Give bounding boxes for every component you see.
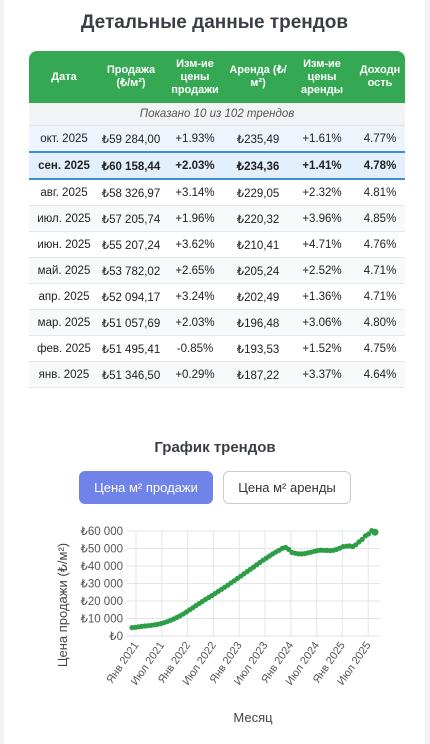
cell-sale-change: +0.29% (163, 361, 227, 388)
cell-date: сен. 2025 (29, 151, 99, 180)
cell-rent: ₺235,49 (227, 125, 289, 153)
cell-rent: ₺193,53 (227, 335, 289, 362)
trends-card: Детальные данные трендов Дата Продажа (₺… (4, 0, 425, 744)
header-rent-change[interactable]: Изм-ие цены аренды (289, 51, 355, 103)
page-title: Детальные данные трендов (80, 12, 349, 33)
cell-rent: ₺229,05 (227, 179, 289, 206)
header-rent[interactable]: Аренда (₺/м²) (227, 51, 289, 103)
cell-yield: 4.81% (355, 179, 405, 206)
header-sale[interactable]: Продажа (₺/м²) (99, 51, 163, 103)
table-row[interactable]: мар. 2025 ₺51 057,69 +2.03% ₺196,48 +3.06% 4.… (29, 309, 405, 336)
cell-date: окт. 2025 (29, 125, 99, 153)
y-tick-label: ₺60 000 (81, 526, 124, 538)
x-axis-label: Месяц (233, 710, 273, 725)
cell-yield: 4.85% (355, 205, 405, 232)
chart-title: График трендов (154, 439, 276, 456)
data-point[interactable] (371, 528, 379, 536)
trend-chart: ₺0 ₺10 000 ₺20 000 ₺30 000 ₺40 000 ₺50 000 ₺60… (55, 526, 380, 725)
y-tick-label: ₺0 (109, 631, 123, 643)
cell-sale-change: +1.96% (163, 205, 227, 232)
cell-sale: ₺53 782,02 (99, 257, 163, 284)
cell-sale: ₺60 158,44 (99, 151, 163, 180)
cell-date: янв. 2025 (29, 361, 99, 388)
cell-sale-change: +2.03% (163, 151, 227, 180)
cell-sale: ₺55 207,24 (99, 231, 163, 258)
cell-sale: ₺57 205,74 (99, 205, 163, 232)
cell-sale: ₺51 057,69 (99, 309, 163, 336)
cell-date: авг. 2025 (29, 179, 99, 206)
table-row[interactable]: окт. 2025 ₺59 284,00 +1.93% ₺235,49 +1.61% 4.… (29, 125, 405, 153)
cell-yield: 4.77% (355, 125, 405, 153)
cell-sale-change: +2.03% (163, 309, 227, 336)
cell-date: май. 2025 (29, 257, 99, 284)
cell-rent-change: +2.52% (289, 257, 355, 284)
cell-sale: ₺52 094,17 (99, 283, 163, 310)
cell-yield: 4.71% (355, 283, 405, 310)
cell-sale-change: +3.14% (163, 179, 227, 206)
trends-table: Дата Продажа (₺/м²) Изм-ие цены продажи … (29, 51, 405, 388)
cell-sale: ₺58 326,97 (99, 179, 163, 206)
rent-price-button[interactable]: Цена м² аренды (223, 471, 351, 504)
table-row[interactable]: май. 2025 ₺53 782,02 +2.65% ₺205,24 +2.52% 4.… (29, 257, 405, 284)
table-header-row: Дата Продажа (₺/м²) Изм-ие цены продажи … (29, 51, 405, 103)
cell-rent-change: +1.41% (289, 151, 355, 180)
cell-yield: 4.64% (355, 361, 405, 388)
table-row[interactable]: апр. 2025 ₺52 094,17 +3.24% ₺202,49 +1.36% 4.… (29, 283, 405, 310)
cell-sale-change: +2.65% (163, 257, 227, 284)
cell-rent-change: +1.36% (289, 283, 355, 310)
table-info-text: Показано 10 из 102 трендов (29, 103, 405, 126)
cell-rent: ₺205,24 (227, 257, 289, 284)
sale-price-button[interactable]: Цена м² продажи (79, 471, 213, 504)
y-tick-label: ₺10 000 (81, 614, 124, 626)
cell-sale-change: +3.62% (163, 231, 227, 258)
cell-rent-change: +3.96% (289, 205, 355, 232)
cell-rent-change: +3.06% (289, 309, 355, 336)
cell-date: июн. 2025 (29, 231, 99, 258)
table-row[interactable]: фев. 2025 ₺51 495,41 -0.85% ₺193,53 +1.52% 4.… (29, 335, 405, 362)
cell-rent: ₺210,41 (227, 231, 289, 258)
y-tick-label: ₺40 000 (81, 561, 124, 573)
y-tick-label: ₺20 000 (81, 596, 124, 608)
cell-date: апр. 2025 (29, 283, 99, 310)
cell-rent-change: +1.61% (289, 125, 355, 153)
table-row[interactable]: янв. 2025 ₺51 346,50 +0.29% ₺187,22 +3.37% 4.… (29, 361, 405, 388)
y-tick-label: ₺50 000 (81, 544, 124, 556)
cell-rent-change: +2.32% (289, 179, 355, 206)
table-row[interactable]: сен. 2025 ₺60 158,44 +2.03% ₺234,36 +1.41% 4.… (29, 151, 405, 180)
cell-yield: 4.75% (355, 335, 405, 362)
cell-rent-change: +1.52% (289, 335, 355, 362)
table-row[interactable]: авг. 2025 ₺58 326,97 +3.14% ₺229,05 +2.32% 4.… (29, 179, 405, 206)
cell-yield: 4.71% (355, 257, 405, 284)
trends-table-wrapper: Дата Продажа (₺/м²) Изм-ие цены продажи … (29, 51, 405, 388)
table-row[interactable]: июн. 2025 ₺55 207,24 +3.62% ₺210,41 +4.71% 4.… (29, 231, 405, 258)
cell-yield: 4.80% (355, 309, 405, 336)
cell-sale: ₺59 284,00 (99, 125, 163, 153)
cell-rent-change: +3.37% (289, 361, 355, 388)
cell-date: июл. 2025 (29, 205, 99, 232)
table-row[interactable]: июл. 2025 ₺57 205,74 +1.96% ₺220,32 +3.96% 4.… (29, 205, 405, 232)
data-point[interactable] (366, 531, 372, 537)
cell-sale-change: +3.24% (163, 283, 227, 310)
cell-sale: ₺51 346,50 (99, 361, 163, 388)
cell-yield: 4.78% (355, 151, 405, 180)
cell-rent: ₺202,49 (227, 283, 289, 310)
header-sale-change[interactable]: Изм-ие цены продажи (163, 51, 227, 103)
y-axis-label: Цена продажи (₺/м²) (55, 543, 70, 667)
cell-date: мар. 2025 (29, 309, 99, 336)
header-date[interactable]: Дата (29, 51, 99, 103)
cell-rent: ₺187,22 (227, 361, 289, 388)
cell-rent: ₺234,36 (227, 151, 289, 180)
cell-sale-change: +1.93% (163, 125, 227, 153)
cell-yield: 4.76% (355, 231, 405, 258)
header-yield[interactable]: Доходн ость (355, 51, 405, 103)
data-point[interactable] (359, 536, 365, 542)
cell-date: фев. 2025 (29, 335, 99, 362)
cell-rent: ₺220,32 (227, 205, 289, 232)
cell-sale: ₺51 495,41 (99, 335, 163, 362)
cell-rent: ₺196,48 (227, 309, 289, 336)
table-info-row: Показано 10 из 102 трендов (29, 103, 405, 126)
cell-sale-change: -0.85% (163, 335, 227, 362)
cell-rent-change: +4.71% (289, 231, 355, 258)
y-tick-label: ₺30 000 (81, 579, 124, 591)
